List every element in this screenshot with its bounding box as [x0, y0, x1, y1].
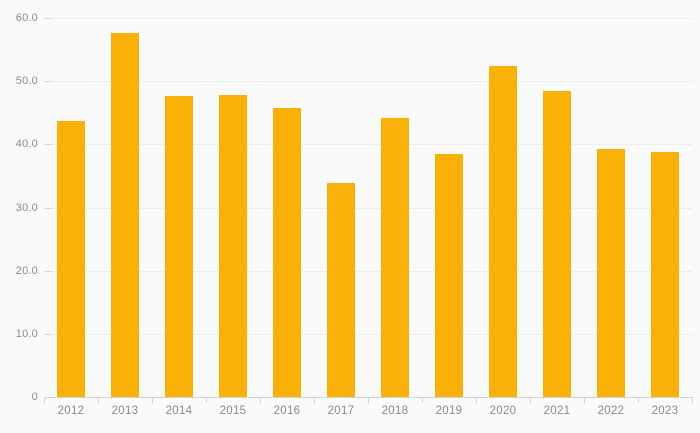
bar-2018 [381, 117, 409, 397]
bar-2021 [543, 91, 571, 397]
y-tick-label: 10.0 [15, 327, 38, 340]
bar-2016 [273, 107, 301, 397]
x-axis-tick [638, 397, 639, 403]
x-axis-tick [260, 397, 261, 403]
x-tick-label-2020: 2020 [489, 405, 517, 417]
x-tick-label-2014: 2014 [165, 405, 193, 417]
gridline-20.0 [44, 270, 692, 272]
y-tick-label: 30.0 [15, 201, 38, 214]
x-tick-label-2023: 2023 [651, 405, 679, 417]
x-tick-label-2019: 2019 [435, 405, 463, 417]
x-axis-tick [584, 397, 585, 403]
y-tick-label: 60.0 [15, 12, 38, 24]
bar-2019 [435, 154, 463, 397]
y-tick-label: 50.0 [15, 75, 38, 88]
y-tick-label: 20.0 [15, 264, 38, 277]
gridline-50.0 [44, 81, 692, 83]
x-axis-tick [206, 397, 207, 403]
x-axis-tick [530, 397, 531, 403]
x-tick-label-2012: 2012 [57, 405, 85, 417]
y-tick-label: 0 [31, 391, 38, 403]
y-axis-tick [44, 333, 51, 335]
bar-2023 [651, 151, 679, 397]
x-tick-label-2017: 2017 [327, 405, 355, 417]
y-axis-tick [44, 18, 51, 19]
x-axis-tick [314, 397, 315, 403]
y-axis-tick [44, 144, 51, 146]
x-axis-tick [368, 397, 369, 403]
gridline-30.0 [44, 207, 692, 209]
x-tick-label-2022: 2022 [597, 405, 625, 417]
x-axis-tick [476, 397, 477, 403]
x-axis-tick [98, 397, 99, 403]
bar-2015 [219, 95, 247, 397]
x-axis-tick [44, 397, 45, 403]
x-tick-label-2015: 2015 [219, 405, 247, 417]
bar-2020 [489, 66, 517, 397]
x-axis-tick [152, 397, 153, 403]
bar-2022 [597, 148, 625, 397]
bar-2017 [327, 182, 355, 397]
x-tick-label-2018: 2018 [381, 405, 409, 417]
x-axis-tick [692, 397, 693, 403]
x-tick-label-2013: 2013 [111, 405, 139, 417]
x-axis-tick [422, 397, 423, 403]
gridline-60.0 [44, 18, 692, 19]
bar-2014 [165, 95, 193, 397]
y-axis-tick [44, 81, 51, 83]
y-tick-label: 40.0 [15, 138, 38, 151]
gridline-10.0 [44, 333, 692, 335]
y-axis-tick [44, 207, 51, 209]
bar-2012 [57, 120, 85, 397]
y-axis-tick [44, 270, 51, 272]
gridline-40.0 [44, 144, 692, 146]
bar-2013 [111, 32, 139, 397]
x-tick-label-2021: 2021 [543, 405, 571, 417]
x-tick-label-2016: 2016 [273, 405, 301, 417]
